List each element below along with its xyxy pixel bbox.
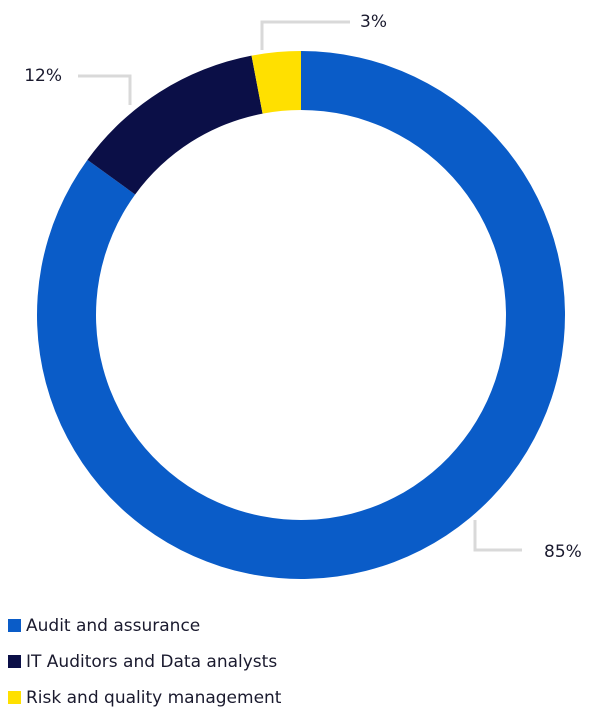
donut-slice [251,51,301,114]
donut-slice [87,55,263,195]
data-label: 85% [544,542,582,562]
legend-label: IT Auditors and Data analysts [26,652,277,672]
legend-swatch [8,655,21,668]
legend-swatch [8,691,21,704]
data-label: 12% [24,66,62,86]
leader-line [473,520,522,552]
legend-swatch [8,619,21,632]
leader-line [260,20,350,50]
leader-line [78,74,132,105]
legend-label: Risk and quality management [26,688,282,708]
legend-label: Audit and assurance [26,616,200,636]
data-label: 3% [360,12,387,32]
